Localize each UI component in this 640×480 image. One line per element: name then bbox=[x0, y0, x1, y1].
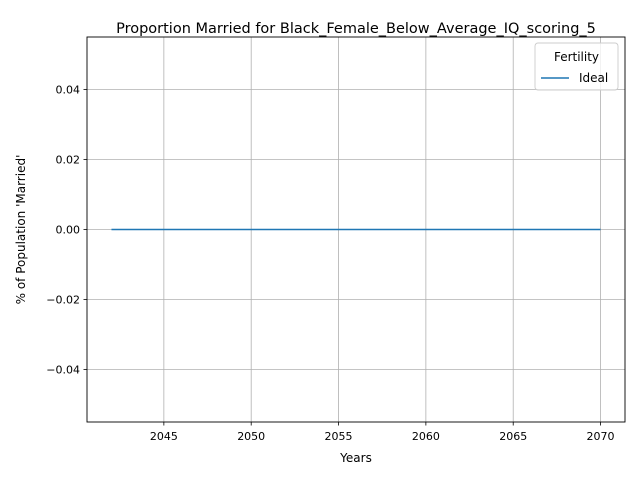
y-tick-label: −0.04 bbox=[46, 364, 80, 377]
y-tick-label: −0.02 bbox=[46, 294, 80, 307]
y-axis-label: % of Population 'Married' bbox=[14, 155, 28, 305]
y-tick-label: 0.04 bbox=[56, 84, 81, 97]
x-tick-label: 2055 bbox=[325, 430, 353, 443]
x-axis-label: Years bbox=[339, 451, 372, 465]
y-axis: −0.04 −0.02 0.00 0.02 0.04 bbox=[46, 84, 87, 377]
y-tick-label: 0.00 bbox=[56, 224, 81, 237]
x-tick-label: 2070 bbox=[587, 430, 615, 443]
y-tick-label: 0.02 bbox=[56, 154, 81, 167]
legend-label-ideal: Ideal bbox=[579, 71, 608, 85]
x-tick-label: 2060 bbox=[412, 430, 440, 443]
x-tick-label: 2045 bbox=[150, 430, 178, 443]
chart-title: Proportion Married for Black_Female_Belo… bbox=[116, 21, 596, 37]
x-axis: 2045 2050 2055 2060 2065 2070 bbox=[150, 422, 615, 443]
x-tick-label: 2065 bbox=[499, 430, 527, 443]
legend: Fertility Ideal bbox=[534, 42, 619, 91]
x-tick-label: 2050 bbox=[237, 430, 265, 443]
legend-title: Fertility bbox=[554, 50, 599, 64]
